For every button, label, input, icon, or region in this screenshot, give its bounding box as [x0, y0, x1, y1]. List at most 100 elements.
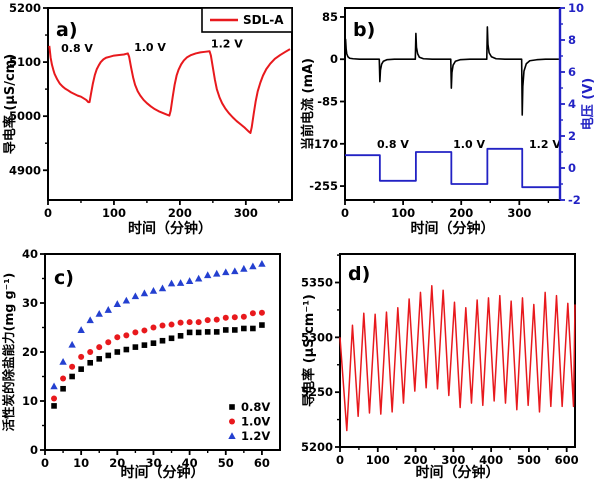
marker-triangle	[50, 382, 58, 390]
marker-square	[78, 366, 84, 372]
marker-triangle	[222, 268, 230, 276]
voltage-annotation: 0.8 V	[61, 42, 93, 55]
marker-triangle	[203, 271, 212, 279]
x-tick-label: 100	[366, 453, 390, 467]
marker-square	[96, 356, 103, 362]
chart-c: 0 10 20 30 40 50 60010203040时间（分钟）活性炭的除盐能力(mg …	[1, 247, 281, 481]
marker-triangle	[194, 274, 203, 282]
marker-triangle	[149, 286, 158, 294]
marker-circle	[123, 332, 130, 339]
y-tick-label: -170	[309, 137, 338, 151]
right-y-axis-label: 电压 (V)	[580, 78, 596, 130]
y-tick-label: 0	[330, 52, 338, 66]
marker-circle	[141, 327, 148, 334]
x-tick-label: 500	[517, 453, 541, 467]
marker-circle	[114, 334, 121, 341]
y-tick-label: 10	[22, 394, 38, 408]
voltage-annotation: 0.8 V	[377, 138, 409, 151]
plot-frame	[47, 7, 293, 201]
x-tick-label: 300	[441, 453, 465, 467]
x-tick-label: 0	[44, 206, 52, 220]
marker-circle	[69, 363, 76, 370]
marker-triangle	[95, 309, 103, 317]
x-tick-label: 60	[254, 456, 270, 470]
panel-b-current-voltage: 0 100 200 300 85 0 -85 -170 -255 时间（分钟） 当前电流 (mA) b…	[300, 0, 600, 244]
marker-circle	[258, 309, 265, 316]
voltage-annotation: 1.2 V	[529, 138, 561, 151]
marker-triangle	[104, 306, 112, 313]
y-tick-label: 0	[30, 443, 38, 457]
y-axis-label: 导电率 (μS/cm)	[2, 54, 18, 154]
marker-square	[186, 329, 193, 336]
x-axis-label: 时间（分钟）	[121, 464, 205, 481]
marker-circle	[222, 314, 229, 321]
marker-triangle	[59, 358, 67, 365]
marker-square	[105, 352, 112, 359]
y-tick-label: 5200	[301, 440, 333, 454]
marker-circle	[204, 317, 211, 324]
marker-circle	[177, 319, 184, 326]
panel-label: c)	[54, 267, 74, 289]
marker-circle	[229, 418, 235, 425]
legend-label: 0.8V	[241, 400, 270, 414]
panel-label: d)	[348, 263, 370, 285]
panel-label: b)	[353, 19, 375, 41]
y-tick-label: 5350	[301, 276, 333, 290]
marker-triangle	[113, 300, 122, 307]
x-tick-label: 20	[109, 456, 125, 470]
marker-square	[204, 329, 211, 335]
y-tick-label: 40	[22, 247, 38, 261]
marker-circle	[96, 344, 103, 351]
marker-circle	[231, 314, 238, 321]
x-axis-label: 时间（分钟）	[128, 220, 212, 237]
x-tick-label: 200	[168, 206, 192, 220]
chart-d: 0 100 200 300 400 500 600 5200 5250 5300 5350 时间（分钟…	[301, 253, 579, 481]
x-axis-label: 时间（分钟）	[416, 464, 500, 481]
x-tick-label: 300	[234, 206, 258, 220]
marker-circle	[213, 316, 220, 323]
y-axis-label: 导电率 (μS cm⁻¹)	[301, 294, 317, 407]
series-sdl-a	[48, 45, 291, 134]
marker-square	[132, 344, 139, 350]
panel-c-salt-removal: 0 10 20 30 40 50 60 0 10 20 30 40 时间（分钟） 活性炭的除盐能力(mg …	[0, 240, 300, 482]
x-tick-label: 50	[218, 456, 234, 470]
y-tick-label: 85	[322, 10, 338, 24]
y-tick-label: 30	[22, 296, 38, 310]
panel-label: a)	[56, 19, 78, 41]
marker-square	[229, 404, 235, 410]
marker-square	[177, 333, 184, 339]
right-y-tick-label: 8	[568, 33, 576, 47]
x-axis-label: 时间（分钟）	[411, 220, 495, 237]
x-tick-label: 200	[449, 206, 473, 220]
y-axis-label: 活性炭的除盐能力(mg g⁻¹)	[1, 273, 16, 432]
marker-square	[114, 349, 121, 355]
marker-square	[195, 329, 202, 336]
marker-circle	[60, 375, 67, 382]
marker-circle	[87, 349, 94, 355]
marker-triangle	[77, 326, 85, 333]
y-tick-label: 5250	[301, 385, 333, 399]
marker-triangle	[228, 432, 236, 439]
marker-circle	[51, 395, 58, 402]
y-axis-label: 当前电流 (mA)	[300, 58, 316, 150]
x-tick-label: 30	[145, 456, 161, 470]
marker-circle	[132, 329, 139, 336]
series-voltage	[345, 147, 559, 189]
y-tick-label: 4900	[9, 163, 41, 177]
series-current	[344, 26, 559, 116]
marker-square	[51, 403, 57, 409]
x-tick-label: 0	[341, 206, 349, 220]
x-tick-label: 600	[555, 453, 579, 467]
right-y-tick-label: 4	[568, 97, 576, 111]
x-tick-label: 40	[182, 456, 198, 470]
x-tick-label: 100	[102, 206, 126, 220]
right-y-tick-label: 6	[568, 65, 576, 79]
x-tick-label: 0	[336, 453, 344, 467]
panel-a-conductivity-cycles: 0 100 200 300 4900 5000 5100 5200 时间（分钟） 导电率 (μS/…	[0, 0, 300, 244]
marker-triangle	[231, 267, 239, 275]
marker-triangle	[86, 316, 94, 324]
x-tick-label: 400	[479, 453, 503, 467]
y-tick-label: 5200	[9, 1, 41, 15]
marker-triangle	[131, 292, 140, 300]
